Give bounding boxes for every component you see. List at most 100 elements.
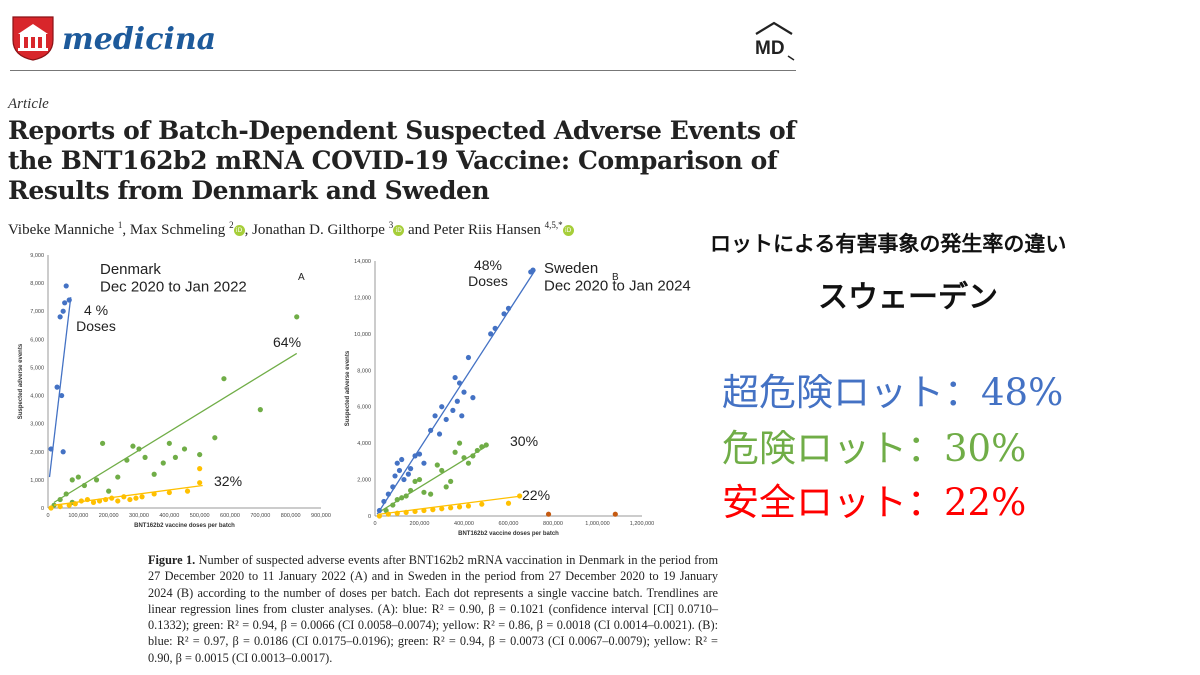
journal-name: medicina — [62, 22, 217, 57]
data-point — [212, 435, 218, 441]
author-name: Peter Riis Hansen — [433, 222, 545, 238]
data-point — [109, 495, 115, 501]
data-point — [62, 300, 68, 306]
y-tick-label: 14,000 — [354, 259, 371, 265]
y-tick-label: 2,000 — [357, 478, 371, 484]
y-tick-label: 1,000 — [30, 478, 44, 484]
journal-logo — [12, 16, 54, 61]
data-point — [428, 491, 434, 497]
data-point — [452, 449, 458, 455]
data-point — [412, 453, 418, 459]
data-point — [81, 482, 87, 489]
header-divider — [10, 70, 796, 71]
data-point — [57, 496, 63, 503]
data-point — [60, 308, 66, 314]
data-point — [456, 504, 463, 510]
x-tick-label: 300,000 — [129, 513, 149, 519]
data-point — [121, 494, 127, 500]
author-name: Vibeke Manniche — [8, 222, 118, 238]
data-point — [461, 389, 467, 395]
y-tick-label: 5,000 — [30, 365, 44, 371]
data-point — [412, 508, 418, 515]
orcid-icon[interactable]: iD — [233, 225, 245, 237]
data-point — [530, 267, 536, 273]
data-point — [115, 474, 121, 480]
data-point — [403, 493, 409, 499]
overlay-stat-very-dangerous: 超危険ロット：48% — [722, 371, 1064, 414]
data-point — [96, 498, 103, 504]
data-point — [294, 314, 300, 320]
data-point — [221, 376, 227, 382]
data-point — [385, 511, 391, 517]
data-point — [75, 474, 81, 480]
data-point — [197, 480, 203, 486]
data-point — [465, 460, 472, 466]
chart-annotation: Denmark Dec 2020 to Jan 2022 — [100, 261, 247, 295]
y-tick-label: 4,000 — [357, 441, 371, 447]
orcid-icon[interactable]: iD — [562, 225, 574, 237]
data-point — [392, 473, 398, 479]
x-tick-label: 600,000 — [220, 513, 240, 519]
series-label: 64% — [273, 334, 301, 350]
data-point — [479, 501, 485, 507]
x-axis-label: BNT162b2 vaccine doses per batch — [458, 531, 559, 537]
x-tick-label: 200,000 — [99, 513, 119, 519]
figure-caption: Figure 1. Number of suspected adverse ev… — [148, 552, 718, 666]
y-tick-label: 8,000 — [30, 281, 44, 287]
data-point — [421, 507, 427, 514]
x-tick-label: 900,000 — [311, 513, 331, 519]
data-point — [166, 489, 172, 496]
panel-letter: A — [298, 272, 305, 283]
orcid-icon[interactable]: iD — [393, 225, 405, 237]
caption-text: Number of suspected adverse events after… — [148, 553, 719, 665]
data-point — [66, 297, 72, 303]
data-point — [439, 467, 445, 474]
data-point — [448, 478, 454, 484]
data-point — [432, 413, 438, 419]
data-point — [465, 503, 472, 509]
data-point — [60, 449, 66, 455]
data-point — [394, 497, 400, 503]
data-point — [136, 446, 142, 452]
y-axis-label: Suspected adverse events — [345, 350, 351, 426]
data-point — [434, 462, 440, 468]
data-point — [166, 440, 172, 446]
data-point — [421, 460, 427, 466]
data-point — [454, 398, 460, 404]
data-point — [483, 442, 489, 448]
series-label: 22% — [522, 487, 550, 503]
data-point — [66, 502, 72, 508]
data-point — [127, 496, 133, 503]
data-point — [399, 456, 405, 463]
data-point — [492, 325, 498, 331]
data-point — [84, 496, 91, 503]
data-point — [381, 498, 387, 505]
series-label: 48% Doses — [468, 257, 508, 289]
data-point — [124, 457, 130, 463]
data-point — [450, 407, 456, 413]
author-name: Jonathan D. Gilthorpe — [252, 222, 389, 238]
x-tick-label: 200,000 — [410, 521, 430, 527]
data-point — [448, 505, 454, 511]
data-point — [408, 487, 414, 494]
data-point — [115, 498, 121, 504]
y-tick-label: 6,000 — [30, 337, 44, 343]
data-point — [505, 500, 512, 506]
author-name: Max Schmeling — [129, 222, 230, 238]
data-point — [57, 314, 63, 320]
data-point — [63, 491, 69, 497]
data-point — [151, 491, 157, 497]
data-point — [394, 510, 400, 516]
data-point — [461, 455, 467, 461]
y-tick-label: 7,000 — [30, 309, 44, 315]
data-point — [376, 507, 383, 514]
data-point — [72, 501, 78, 507]
data-point — [474, 447, 480, 454]
chart-panel-b: 0 2,000 4,000 6,000 8,000 10,000 12,000 14,000 0… — [345, 257, 691, 537]
y-axis-label: Suspected adverse events — [18, 343, 24, 419]
data-point — [197, 451, 203, 458]
x-tick-label: 600,000 — [499, 521, 519, 527]
data-point — [399, 495, 405, 501]
y-tick-label: 3,000 — [30, 422, 44, 428]
data-point — [401, 476, 407, 483]
